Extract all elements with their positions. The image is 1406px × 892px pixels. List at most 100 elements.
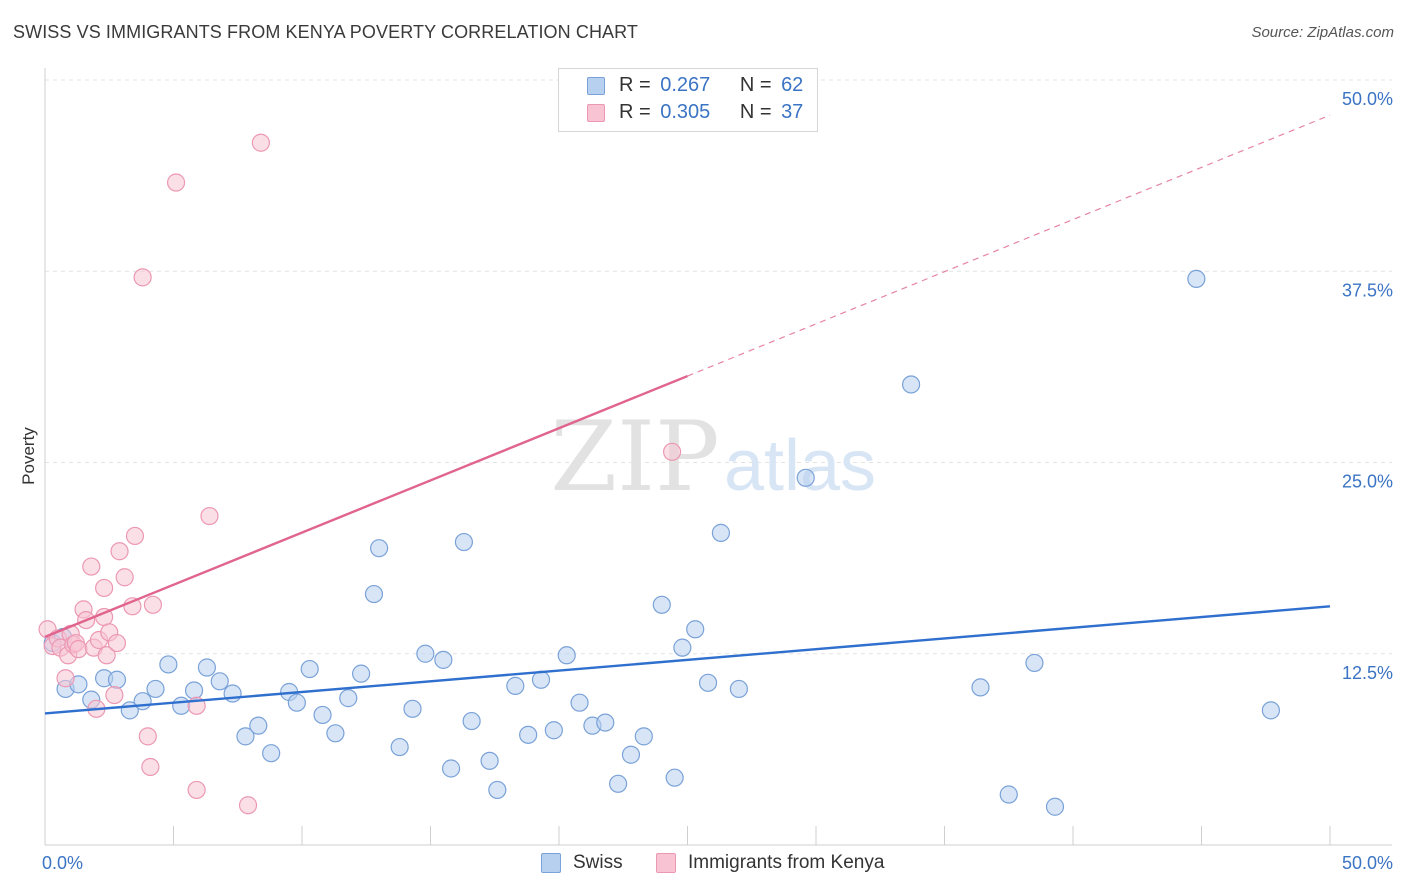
point-swiss bbox=[300, 659, 319, 679]
point-swiss bbox=[971, 678, 990, 697]
point-kenya bbox=[105, 685, 124, 705]
point-swiss bbox=[544, 721, 563, 740]
point-kenya bbox=[97, 646, 116, 665]
source-label: Source: ZipAtlas.com bbox=[1251, 24, 1394, 41]
point-swiss bbox=[390, 737, 409, 757]
point-swiss bbox=[434, 650, 453, 669]
point-swiss bbox=[262, 744, 281, 763]
point-swiss bbox=[107, 670, 127, 689]
legend-swatch-kenya bbox=[587, 104, 605, 122]
watermark-atlas: atlas bbox=[724, 426, 876, 506]
point-swiss bbox=[249, 716, 268, 735]
legend-r-label: R = bbox=[619, 74, 651, 96]
watermark: ZIP atlas bbox=[550, 401, 876, 513]
point-swiss bbox=[621, 745, 641, 764]
series-swatch-kenya bbox=[656, 853, 676, 873]
point-swiss bbox=[339, 689, 358, 708]
trend-lines bbox=[44, 114, 1331, 715]
trend-line-kenya-extension bbox=[687, 114, 1331, 377]
point-kenya bbox=[238, 796, 258, 815]
chart-title: SWISS VS IMMIGRANTS FROM KENYA POVERTY C… bbox=[13, 22, 639, 42]
legend-r-value-swiss: 0.267 bbox=[660, 74, 711, 96]
point-kenya bbox=[166, 173, 186, 192]
point-kenya bbox=[143, 595, 163, 614]
point-swiss bbox=[1045, 797, 1065, 816]
point-swiss bbox=[999, 785, 1018, 804]
legend-swatch-swiss bbox=[587, 77, 605, 95]
x-tick-label-min: 0.0% bbox=[42, 853, 83, 873]
point-swiss bbox=[146, 679, 165, 699]
point-swiss bbox=[686, 620, 705, 639]
point-kenya bbox=[56, 669, 75, 688]
legend-n-value-kenya: 37 bbox=[781, 101, 804, 123]
point-kenya bbox=[141, 757, 160, 777]
point-swiss bbox=[609, 774, 628, 793]
point-swiss bbox=[1261, 701, 1280, 720]
point-kenya bbox=[251, 133, 270, 152]
point-swiss bbox=[729, 679, 749, 699]
point-swiss bbox=[673, 638, 692, 657]
legend-r-value-kenya: 0.305 bbox=[660, 101, 711, 123]
point-swiss bbox=[416, 644, 435, 663]
legend-r-label: R = bbox=[619, 101, 651, 123]
stats-legend: R = 0.267 N = 62 R = 0.305 N = 37 bbox=[558, 68, 818, 132]
point-swiss bbox=[159, 655, 178, 674]
point-swiss bbox=[454, 532, 474, 552]
point-swiss bbox=[133, 692, 152, 711]
point-kenya bbox=[110, 542, 129, 561]
point-swiss bbox=[652, 595, 671, 614]
axes bbox=[44, 68, 1392, 846]
point-swiss bbox=[1025, 653, 1044, 673]
point-kenya bbox=[115, 568, 134, 587]
point-swiss bbox=[596, 713, 615, 732]
legend-n-value-swiss: 62 bbox=[781, 74, 804, 96]
point-kenya bbox=[187, 780, 206, 800]
point-swiss bbox=[352, 664, 371, 683]
point-swiss bbox=[326, 724, 345, 743]
point-kenya bbox=[662, 442, 682, 461]
point-swiss bbox=[711, 523, 731, 542]
point-swiss bbox=[364, 584, 384, 604]
point-swiss bbox=[488, 780, 507, 800]
y-tick-label: 25.0% bbox=[1342, 472, 1393, 492]
point-swiss bbox=[184, 681, 204, 700]
point-kenya bbox=[95, 578, 114, 598]
trend-line-kenya bbox=[44, 374, 688, 639]
point-swiss bbox=[901, 375, 921, 394]
point-swiss bbox=[441, 759, 461, 778]
point-swiss bbox=[665, 768, 684, 787]
point-kenya bbox=[138, 727, 157, 746]
y-tick-label: 12.5% bbox=[1342, 663, 1393, 683]
y-tick-label: 50.0% bbox=[1342, 89, 1393, 109]
legend-n-label: N = bbox=[739, 74, 772, 96]
point-swiss bbox=[698, 673, 718, 692]
point-swiss bbox=[370, 539, 389, 558]
point-swiss bbox=[506, 676, 525, 695]
point-swiss bbox=[480, 751, 499, 770]
point-kenya bbox=[200, 506, 219, 526]
legend-n-label: N = bbox=[739, 101, 772, 123]
point-swiss bbox=[796, 468, 815, 487]
point-swiss bbox=[403, 699, 422, 718]
point-swiss bbox=[634, 727, 653, 746]
point-swiss bbox=[570, 693, 589, 712]
point-kenya bbox=[107, 633, 127, 653]
series-swatch-swiss bbox=[541, 853, 561, 873]
y-tick-label: 37.5% bbox=[1342, 280, 1393, 300]
point-kenya bbox=[82, 557, 101, 576]
point-swiss bbox=[197, 658, 217, 677]
series-label-swiss: Swiss bbox=[573, 852, 623, 873]
point-swiss bbox=[531, 670, 551, 689]
y-axis-title: Poverty bbox=[19, 427, 38, 485]
watermark-zip: ZIP bbox=[550, 401, 719, 513]
point-swiss bbox=[210, 672, 229, 691]
point-swiss bbox=[462, 711, 481, 731]
x-tick-label-max: 50.0% bbox=[1342, 853, 1393, 873]
trend-line-swiss bbox=[44, 605, 1331, 715]
axis-labels: 12.5% 25.0% 37.5% 50.0% 0.0% 50.0% Poverty bbox=[19, 89, 1393, 873]
point-swiss bbox=[172, 696, 191, 715]
point-swiss bbox=[313, 705, 332, 725]
point-kenya bbox=[69, 640, 88, 659]
point-swiss bbox=[557, 646, 576, 665]
